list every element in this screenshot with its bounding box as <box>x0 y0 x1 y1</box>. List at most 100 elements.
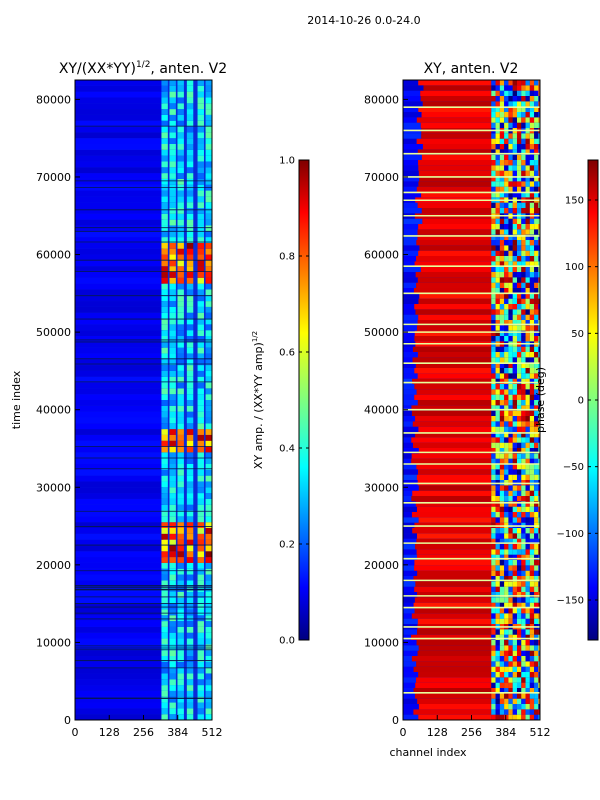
right-heatmap-cell <box>491 688 496 694</box>
right-heatmap-cell <box>403 714 419 720</box>
right-heatmap-cell <box>516 117 522 123</box>
right-heatmap-cell <box>512 85 517 91</box>
right-heatmap-cell <box>538 512 540 518</box>
right-heatmap-cell <box>521 640 526 646</box>
right-heatmap-cell <box>525 176 530 182</box>
right-heatmap-cell <box>499 117 505 123</box>
right-heatmap-cell <box>499 176 505 182</box>
left-heatmap-cell <box>186 365 194 371</box>
right-heatmap-cell <box>525 554 530 560</box>
left-heatmap-cell <box>205 568 212 575</box>
right-heatmap-cell <box>495 245 500 251</box>
left-heatmap-cell <box>75 138 164 144</box>
right-heatmap-cell <box>521 336 526 342</box>
right-heatmap-cell <box>499 400 505 406</box>
left-heatmap-cell <box>177 673 184 680</box>
right-heatmap-cell <box>403 608 415 614</box>
right-heatmap-cell <box>416 661 492 667</box>
right-heatmap-cell <box>403 288 414 294</box>
right-heatmap-cell <box>516 352 522 358</box>
right-heatmap-cell <box>538 672 540 678</box>
right-heatmap-cell <box>512 549 517 555</box>
left-heatmap-cell <box>205 219 212 226</box>
right-heatmap-cell <box>508 106 513 112</box>
right-heatmap-cell <box>421 154 492 160</box>
left-heatmap-cell <box>186 80 194 86</box>
right-heatmap-cell <box>495 96 500 102</box>
right-heatmap-cell <box>521 709 526 715</box>
right-heatmap-cell <box>525 629 530 635</box>
left-heatmap-cell <box>205 341 212 348</box>
right-heatmap-cell <box>495 554 500 560</box>
right-heatmap-cell <box>403 240 417 246</box>
right-heatmap-cell <box>495 586 500 592</box>
left-heatmap-cell <box>197 644 204 651</box>
right-heatmap-cell <box>521 101 526 107</box>
right-heatmap-cell <box>525 106 530 112</box>
right-heatmap-cell <box>495 384 500 390</box>
left-heatmap-cell <box>205 336 212 342</box>
left-heatmap-cell <box>205 365 212 371</box>
left-heatmap-cell <box>161 144 168 150</box>
right-heatmap-cell <box>499 362 505 368</box>
right-heatmap-cell <box>495 602 500 608</box>
left-heatmap-cell <box>205 155 212 162</box>
right-heatmap-cell <box>529 101 535 107</box>
right-heatmap-cell <box>491 160 496 166</box>
right-heatmap-cell <box>512 346 517 352</box>
right-heatmap-cell <box>525 309 530 315</box>
left-heatmap-cell <box>75 539 164 546</box>
right-heatmap-cell <box>403 528 413 534</box>
right-heatmap-cell <box>521 160 526 166</box>
right-heatmap-cell <box>521 96 526 102</box>
right-heatmap-cell <box>525 288 530 294</box>
left-heatmap-cell <box>186 202 194 208</box>
left-heatmap-cell <box>205 359 212 366</box>
right-heatmap-cell <box>512 538 517 544</box>
right-heatmap-cell <box>516 112 522 118</box>
right-heatmap-cell <box>534 400 539 406</box>
right-heatmap-cell <box>403 570 418 576</box>
right-heatmap-cell <box>508 202 513 208</box>
right-heatmap-cell <box>504 677 509 683</box>
left-heatmap-cell <box>186 272 194 278</box>
right-heatmap-cell <box>504 394 509 400</box>
right-heatmap-cell <box>529 565 535 571</box>
right-heatmap-cell <box>495 208 500 214</box>
right-heatmap-cell <box>538 80 540 86</box>
right-heatmap-cell <box>538 117 540 123</box>
right-heatmap-cell <box>508 90 513 96</box>
left-heatmap-cell <box>197 155 204 162</box>
left-heatmap-cell <box>177 597 184 604</box>
right-heatmap-cell <box>416 282 492 288</box>
right-heatmap-cell <box>521 368 526 374</box>
right-heatmap-cell <box>508 549 513 555</box>
left-heatmap-cell <box>75 533 164 540</box>
amplitude-colorbar-label-sup: 1/2 <box>251 331 259 342</box>
right-heatmap-cell <box>403 261 415 267</box>
right-heatmap-cell <box>499 528 505 534</box>
right-heatmap-cell <box>525 330 530 336</box>
left-heatmap-cell <box>75 208 164 214</box>
right-heatmap-cell <box>495 117 500 123</box>
right-heatmap-cell <box>504 496 509 502</box>
left-heatmap-cell <box>75 149 164 156</box>
left-heatmap-cell <box>169 370 176 377</box>
right-heatmap-cell <box>416 464 492 470</box>
right-heatmap-cell <box>534 90 539 96</box>
right-heatmap-cell <box>521 192 526 198</box>
left-heatmap-cell <box>197 539 204 546</box>
left-heatmap-cell <box>197 306 204 313</box>
left-heatmap-cell <box>186 487 194 494</box>
left-heatmap-cell <box>161 202 168 208</box>
left-heatmap-cell <box>197 696 204 703</box>
right-heatmap-cell <box>491 90 496 96</box>
left-heatmap-cell <box>197 679 204 686</box>
right-heatmap-cell <box>495 176 500 182</box>
right-heatmap-cell <box>403 224 419 230</box>
right-heatmap-cell <box>508 320 513 326</box>
left-heatmap-cell <box>161 277 168 284</box>
right-heatmap-cell <box>512 656 517 662</box>
left-heatmap-cell <box>197 434 204 441</box>
left-heatmap-cell <box>186 161 194 168</box>
